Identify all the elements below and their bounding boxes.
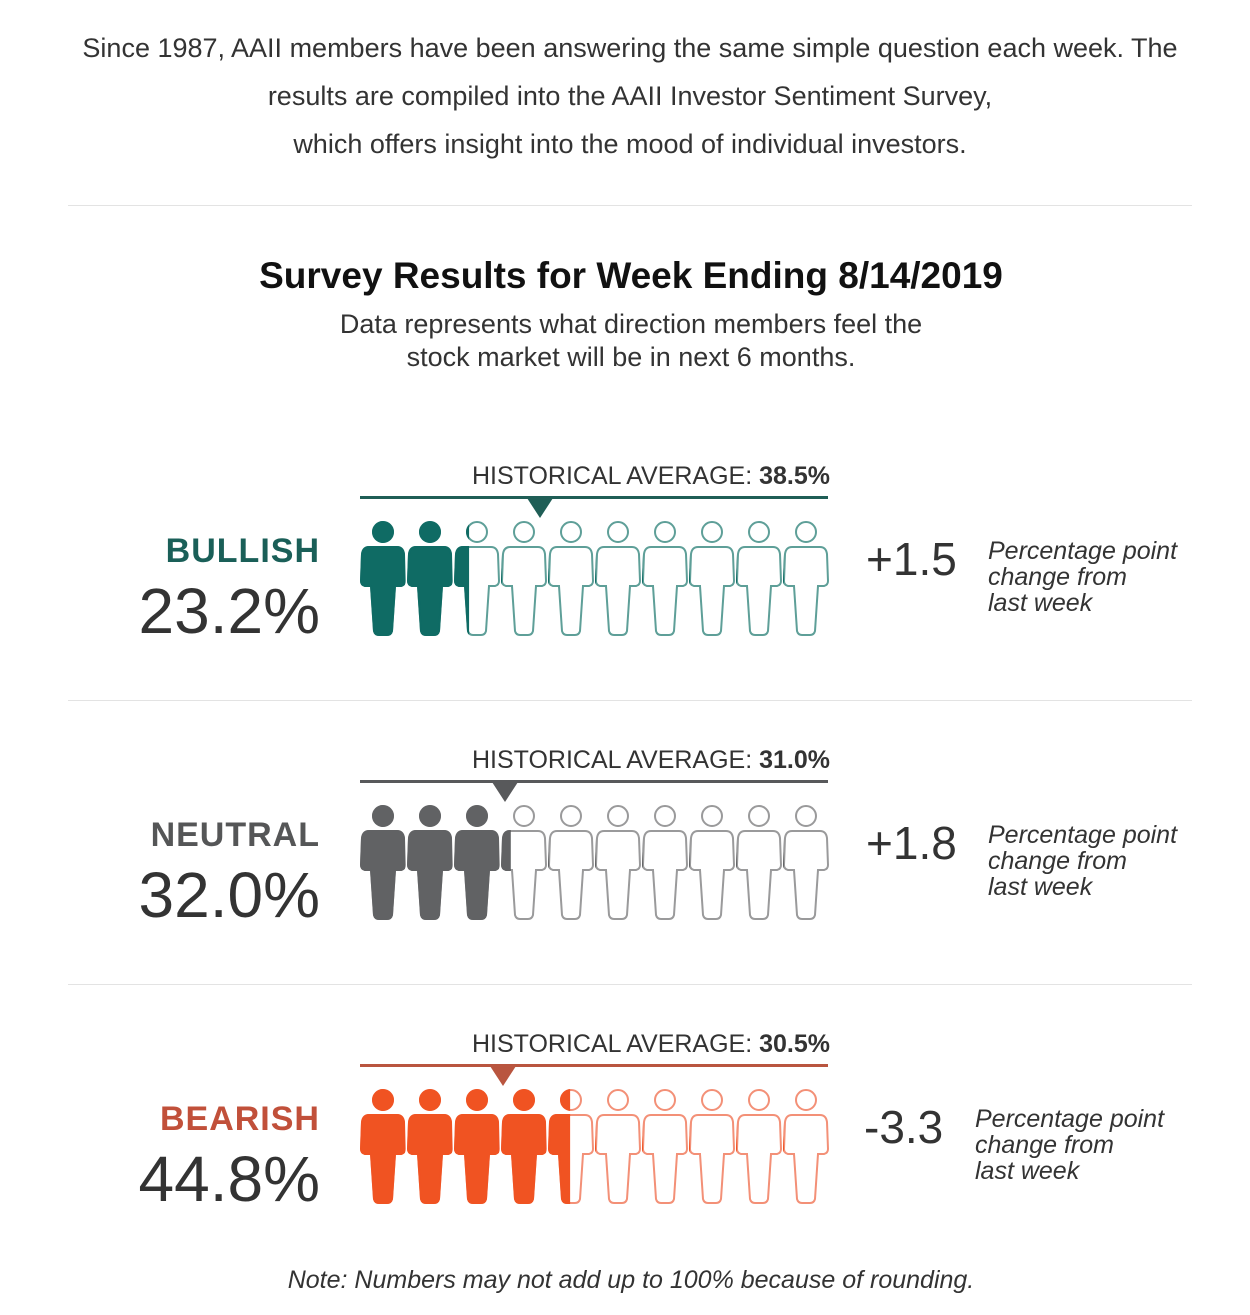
- person-icon: [454, 1089, 500, 1204]
- intro-text: Since 1987, AAII members have been answe…: [0, 24, 1250, 168]
- historical-average: HISTORICAL AVERAGE: 31.0%: [360, 746, 830, 775]
- sentiment-label: BEARISH: [159, 1100, 320, 1138]
- triangle-down-icon: [492, 782, 519, 802]
- person-icon: [783, 805, 829, 920]
- person-icon: [783, 1089, 829, 1204]
- person-icon: [595, 521, 641, 636]
- person-icon: [689, 521, 735, 636]
- weekly-change: +1.5: [866, 533, 957, 585]
- sentiment-label: NEUTRAL: [150, 816, 320, 854]
- intro-line-2: results are compiled into the AAII Inves…: [267, 81, 993, 111]
- sentiment-neutral: HISTORICAL AVERAGE: 31.0% NEUTRAL 32.0%: [0, 746, 1250, 1006]
- people-pictogram: [360, 804, 830, 920]
- historical-label: HISTORICAL AVERAGE:: [471, 746, 760, 774]
- historical-line: [360, 1064, 828, 1067]
- caption-line: Percentage point: [988, 537, 1178, 565]
- person-icon: [736, 805, 782, 920]
- person-icon: [360, 521, 406, 636]
- change-caption: Percentage point change from last week: [988, 822, 1177, 900]
- sentiment-percent: 23.2%: [138, 575, 320, 647]
- weekly-change: -3.3: [864, 1101, 944, 1153]
- person-icon: [642, 521, 688, 636]
- subtitle-line-1: Data represents what direction members f…: [339, 309, 923, 339]
- person-icon: [501, 1089, 547, 1204]
- subtitle-line-2: stock market will be in next 6 months.: [406, 342, 856, 372]
- person-icon: [501, 805, 547, 920]
- historical-line: [360, 496, 828, 499]
- person-icon: [407, 521, 453, 636]
- caption-line: Percentage point: [975, 1105, 1165, 1133]
- person-icon: [407, 1089, 453, 1204]
- historical-label: HISTORICAL AVERAGE:: [471, 1030, 760, 1058]
- person-icon: [360, 805, 406, 920]
- person-icon: [548, 521, 594, 636]
- intro-line-1: Since 1987, AAII members have been answe…: [82, 33, 1178, 63]
- intro-line-3: which offers insight into the mood of in…: [293, 129, 967, 159]
- people-pictogram: [360, 1088, 830, 1204]
- triangle-down-icon: [489, 1066, 516, 1086]
- person-icon: [783, 521, 829, 636]
- person-icon: [689, 805, 735, 920]
- sentiment-percent: 32.0%: [138, 859, 320, 931]
- historical-value: 38.5%: [759, 462, 830, 490]
- sentiment-bearish: HISTORICAL AVERAGE: 30.5% BEARISH 44.8%: [0, 1030, 1250, 1290]
- sentiment-label: BULLISH: [165, 532, 320, 570]
- caption-line: change from: [988, 847, 1127, 875]
- caption-line: last week: [988, 873, 1093, 901]
- historical-average: HISTORICAL AVERAGE: 30.5%: [360, 1030, 830, 1059]
- person-icon: [595, 805, 641, 920]
- divider: [68, 984, 1192, 985]
- person-icon: [736, 521, 782, 636]
- caption-line: change from: [988, 563, 1127, 591]
- historical-value: 30.5%: [759, 1030, 830, 1058]
- change-caption: Percentage point change from last week: [988, 538, 1177, 616]
- survey-title: Survey Results for Week Ending 8/14/2019: [259, 255, 1003, 296]
- historical-label: HISTORICAL AVERAGE:: [471, 462, 760, 490]
- historical-value: 31.0%: [759, 746, 830, 774]
- change-caption: Percentage point change from last week: [975, 1106, 1164, 1184]
- person-icon: [454, 805, 500, 920]
- sentiment-bullish: HISTORICAL AVERAGE: 38.5% BULLISH 23.2%: [0, 462, 1250, 722]
- survey-subtitle: Data represents what direction members f…: [0, 308, 1250, 374]
- person-icon: [360, 1089, 406, 1204]
- person-icon: [736, 1089, 782, 1204]
- sentiment-percent: 44.8%: [138, 1143, 320, 1215]
- caption-line: change from: [975, 1131, 1114, 1159]
- person-icon: [548, 1089, 594, 1204]
- divider: [68, 205, 1192, 206]
- person-icon: [501, 521, 547, 636]
- triangle-down-icon: [527, 498, 554, 518]
- caption-line: last week: [988, 589, 1093, 617]
- people-pictogram: [360, 520, 830, 636]
- person-icon: [642, 1089, 688, 1204]
- person-icon: [689, 1089, 735, 1204]
- weekly-change: +1.8: [866, 817, 957, 869]
- caption-line: last week: [975, 1157, 1080, 1185]
- historical-line: [360, 780, 828, 783]
- divider: [68, 700, 1192, 701]
- rounding-note: Note: Numbers may not add up to 100% bec…: [287, 1266, 975, 1294]
- historical-average: HISTORICAL AVERAGE: 38.5%: [360, 462, 830, 491]
- person-icon: [548, 805, 594, 920]
- person-icon: [642, 805, 688, 920]
- person-icon: [454, 521, 500, 636]
- person-icon: [407, 805, 453, 920]
- caption-line: Percentage point: [988, 821, 1178, 849]
- person-icon: [595, 1089, 641, 1204]
